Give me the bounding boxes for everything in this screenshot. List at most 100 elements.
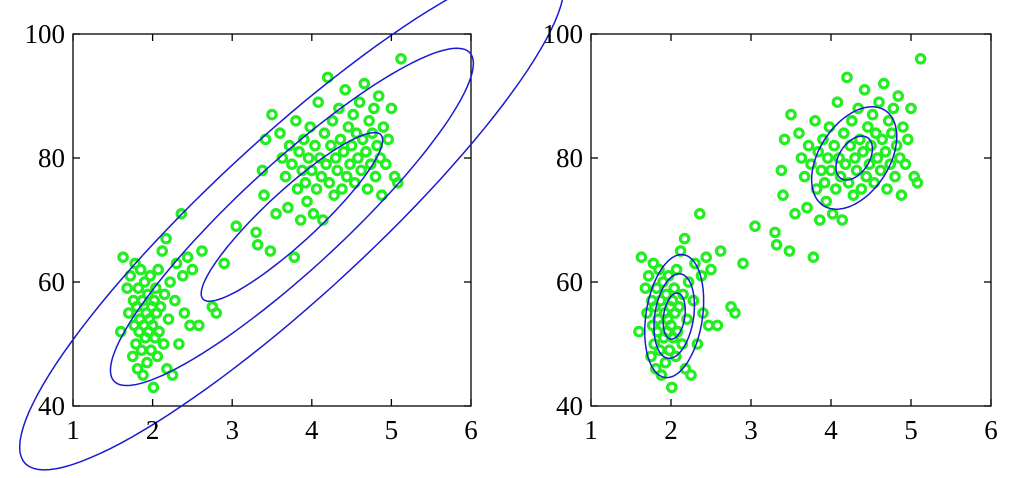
data-point [659, 356, 672, 369]
y-tick-label: 40 [556, 391, 583, 421]
data-point [372, 90, 385, 102]
data-point [294, 214, 307, 226]
x-tick-label: 6 [464, 415, 478, 445]
data-point [310, 183, 323, 195]
data-point [785, 108, 797, 121]
data-point [256, 164, 269, 177]
density-contour [200, 131, 384, 302]
data-point [395, 52, 407, 65]
data-point [169, 294, 181, 307]
data-point [818, 177, 831, 189]
data-point [881, 183, 893, 195]
density-contour [810, 106, 898, 210]
data-point [279, 170, 292, 183]
scatter-panel-1: 1 2 3 4 5 6 40 60 80 100 [18, 0, 564, 471]
data-point [334, 133, 347, 146]
data-point [146, 319, 159, 332]
data-point [288, 251, 301, 264]
data-point [156, 245, 168, 257]
data-point [685, 369, 697, 381]
data-point [702, 319, 715, 332]
scatter-panel-2: 1 2 3 4 5 6 40 60 80 100 [543, 19, 998, 445]
data-point [340, 170, 353, 183]
data-point [789, 208, 801, 220]
data-point [893, 152, 906, 164]
data-point [807, 251, 820, 264]
data-point [845, 115, 858, 127]
data-point [323, 177, 336, 189]
data-point [132, 282, 145, 294]
data-point [124, 269, 137, 282]
data-point [126, 350, 139, 363]
data-point [693, 208, 706, 220]
data-point [331, 164, 344, 177]
data-point [850, 164, 863, 177]
data-point [705, 263, 717, 276]
y-tick-label: 60 [38, 267, 65, 297]
data-point [184, 319, 196, 332]
data-point [345, 139, 358, 152]
x-tick-label: 4 [824, 415, 838, 445]
data-point [873, 96, 885, 108]
data-point [660, 288, 672, 301]
data-point [293, 146, 305, 158]
data-point [857, 146, 869, 158]
data-point [682, 276, 695, 288]
data-point [654, 294, 667, 307]
data-point [299, 177, 312, 189]
data-point [158, 288, 171, 301]
data-point [251, 239, 264, 251]
data-point [290, 115, 302, 127]
x-tick-label: 2 [664, 415, 678, 445]
y-tick-label: 100 [543, 19, 584, 49]
data-point [874, 164, 887, 177]
data-point [309, 139, 321, 152]
data-point [344, 158, 356, 170]
data-point [882, 115, 895, 127]
x-tick-label: 2 [146, 415, 160, 445]
data-point [150, 282, 162, 294]
data-point [258, 189, 270, 201]
data-point [286, 158, 298, 170]
data-point [369, 170, 382, 183]
data-point [889, 170, 901, 183]
data-point [853, 133, 866, 146]
data-point [770, 239, 783, 251]
density-contour [662, 292, 686, 340]
data-point [775, 164, 788, 177]
data-point [828, 139, 840, 152]
data-point [829, 183, 842, 195]
data-point [849, 152, 861, 164]
data-point [297, 133, 310, 146]
data-point [847, 189, 860, 201]
data-point [887, 102, 900, 115]
data-point [648, 338, 660, 350]
data-point [885, 127, 898, 139]
data-point [325, 139, 337, 152]
data-point [809, 115, 821, 127]
data-point [368, 102, 380, 115]
data-point [352, 152, 364, 164]
data-point [138, 276, 151, 288]
data-point [842, 177, 855, 189]
data-point [339, 84, 351, 96]
data-point [382, 133, 394, 146]
data-point [871, 152, 884, 164]
data-point [892, 90, 904, 102]
data-point [820, 195, 832, 208]
data-point [879, 146, 892, 158]
data-point [361, 183, 374, 195]
data-point [371, 139, 383, 152]
data-point [355, 164, 367, 177]
data-point [379, 158, 392, 170]
data-point [866, 108, 879, 121]
data-point [358, 77, 371, 90]
data-point [385, 102, 398, 115]
y-tick-label: 80 [38, 143, 65, 173]
data-point [342, 121, 355, 133]
data-point [117, 251, 129, 264]
data-point [307, 208, 320, 220]
data-point [645, 350, 657, 363]
data-point [318, 127, 331, 139]
